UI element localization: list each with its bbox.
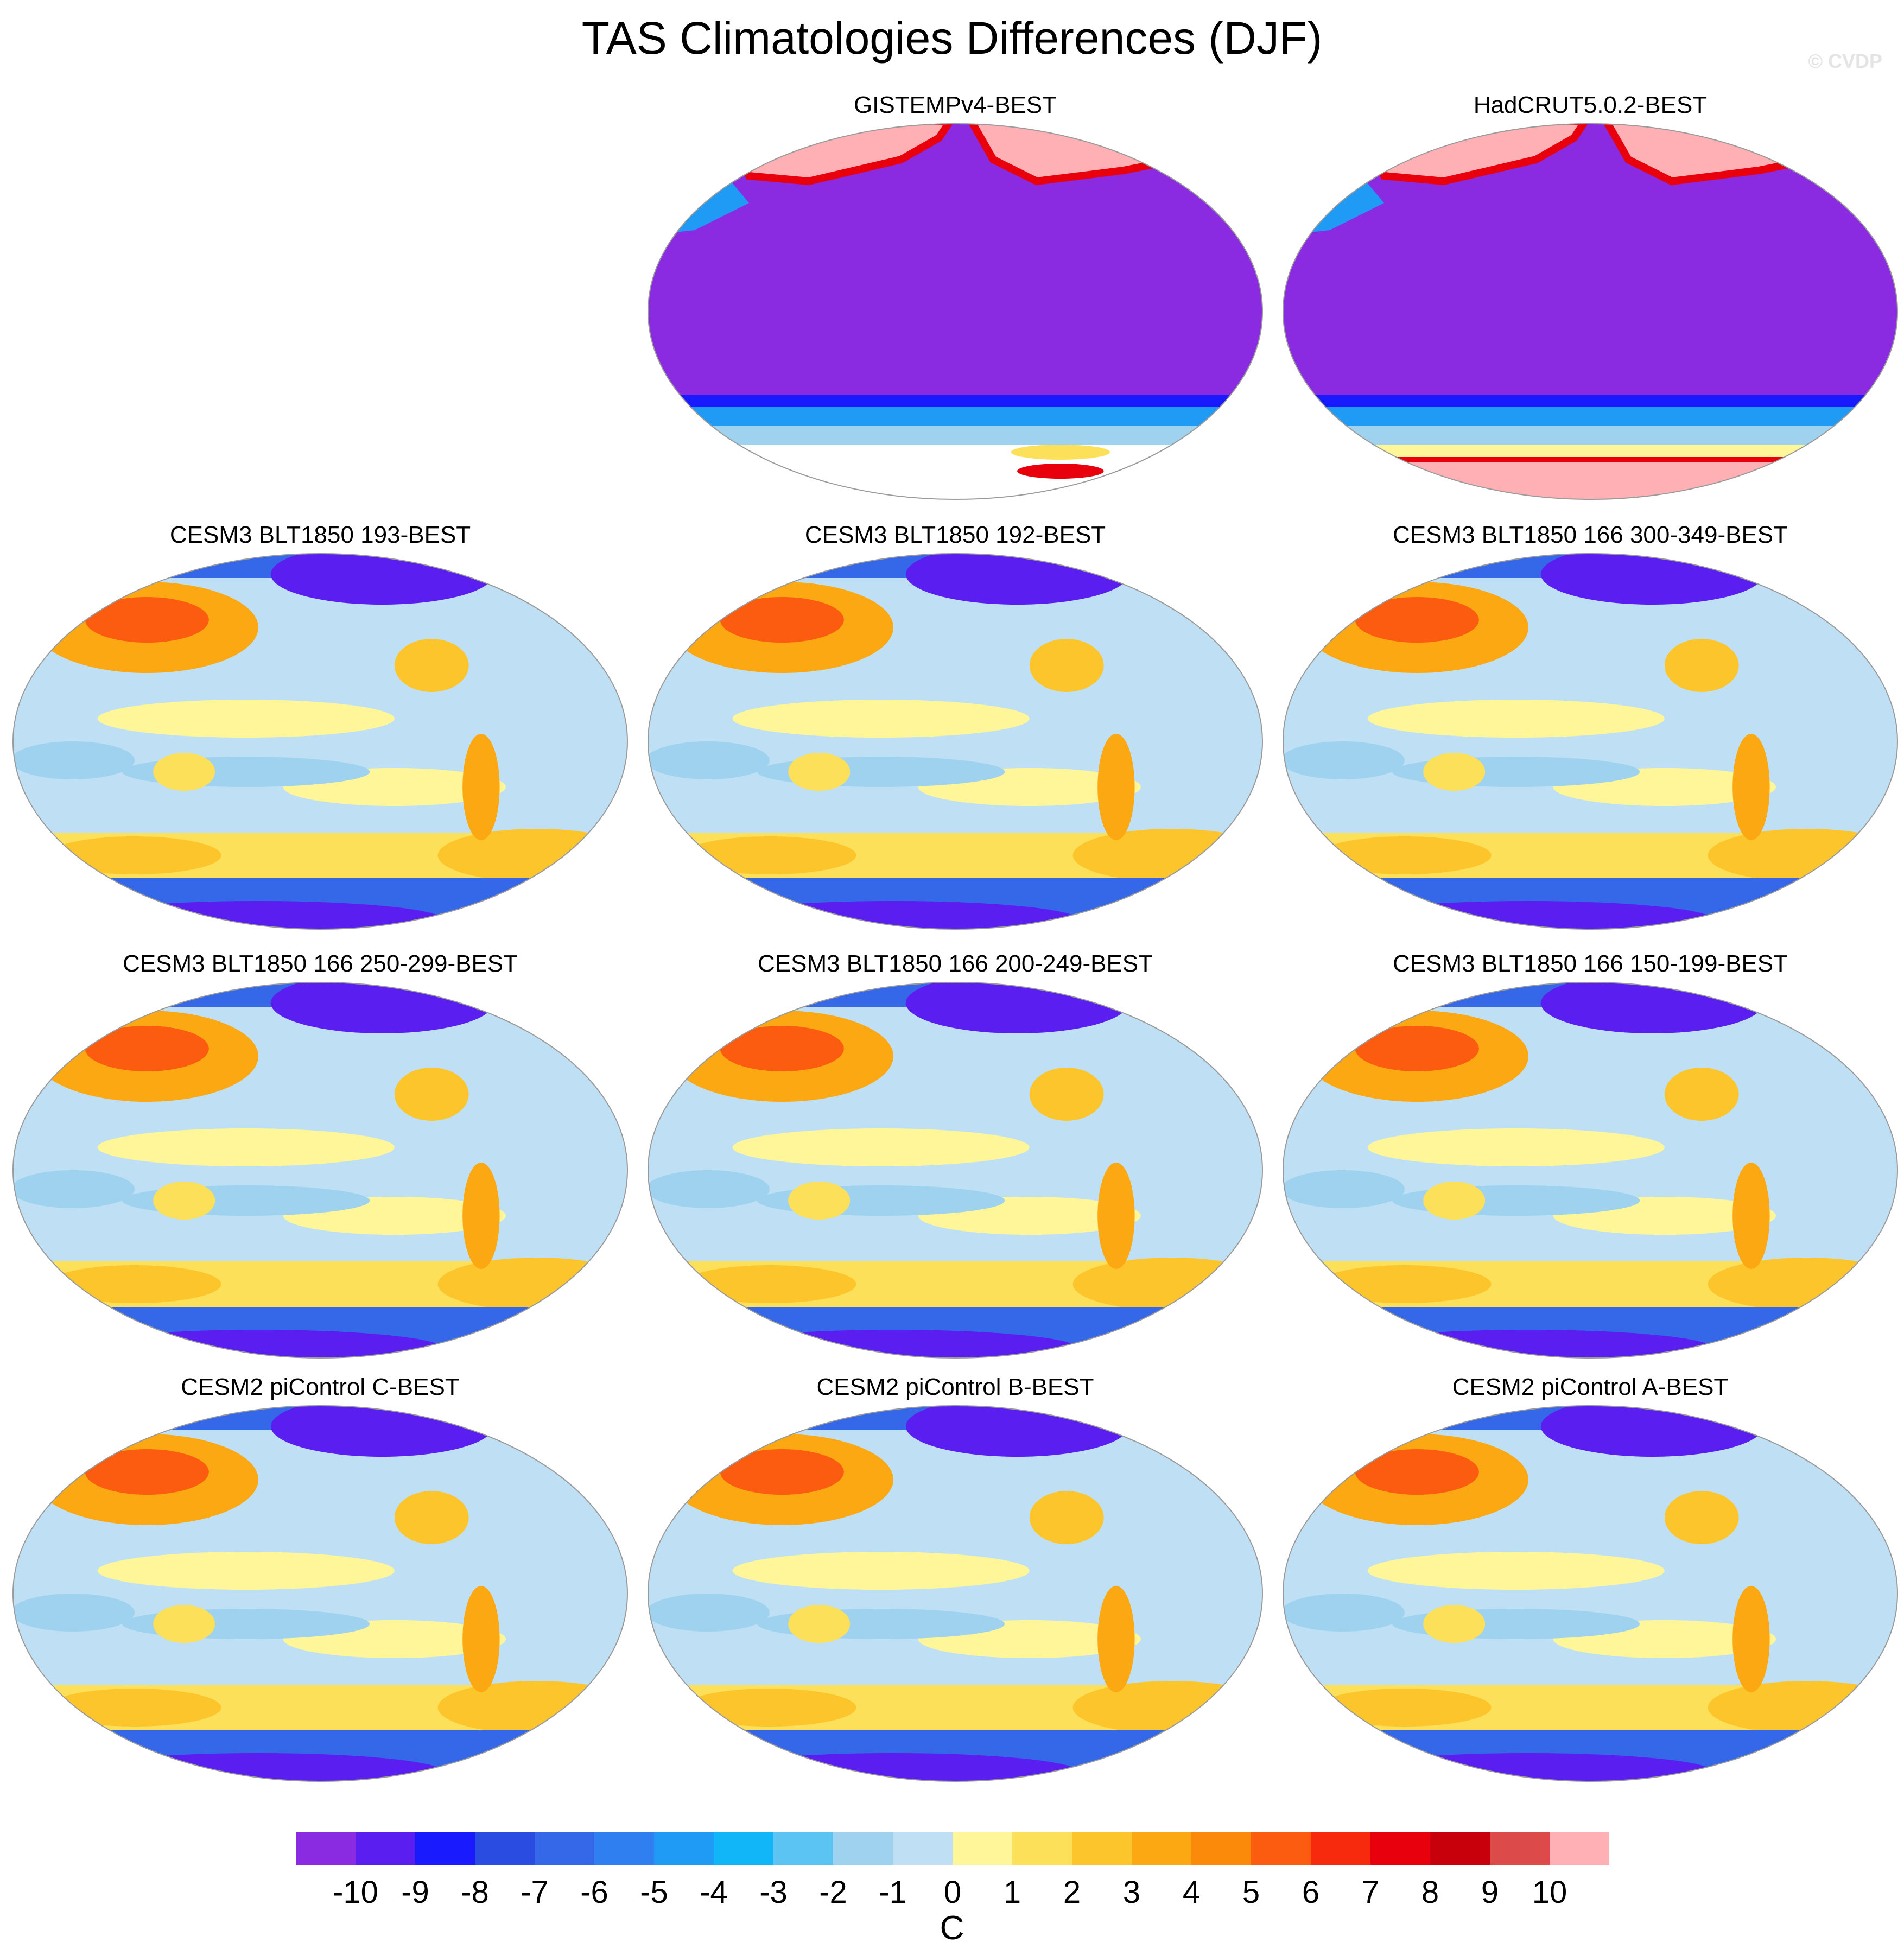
colorbar-tick-label: 10 — [1532, 1875, 1567, 1910]
panel-title: CESM2 piControl B-BEST — [816, 1374, 1094, 1400]
colorbar-swatch — [1370, 1832, 1431, 1865]
globe-map — [12, 1405, 628, 1782]
colorbar-tick-label: 6 — [1302, 1875, 1319, 1910]
colorbar-swatch — [1490, 1832, 1550, 1865]
globe-map — [1283, 123, 1898, 500]
globe-map — [12, 553, 628, 930]
globe-map — [648, 553, 1263, 930]
map-panel-gistemp: GISTEMPv4-BEST — [640, 91, 1270, 515]
map-outline — [648, 982, 1263, 1359]
colorbar-tick-label: -8 — [461, 1875, 489, 1910]
globe-map — [1283, 982, 1898, 1359]
map-outline — [648, 553, 1263, 930]
map-panel-cesm2_c: CESM2 piControl C-BEST — [5, 1373, 635, 1797]
colorbar-swatch — [953, 1832, 1013, 1865]
map-panel-cesm3_192: CESM3 BLT1850 192-BEST — [640, 521, 1270, 944]
colorbar-tick-label: -2 — [819, 1875, 847, 1910]
globe-map — [12, 982, 628, 1359]
map-outline — [12, 1405, 628, 1782]
map-outline — [1283, 123, 1898, 500]
colorbar: -10 -9 -8 -7 -6 -5 -4 -3 -2 -1 0 1 2 3 4 5 6 7 8 9 10 — [296, 1832, 1609, 1910]
colorbar-swatch — [1251, 1832, 1311, 1865]
colorbar-tick-label: 3 — [1123, 1875, 1140, 1910]
colorbar-tick-label: 1 — [1004, 1875, 1021, 1910]
panel-title: CESM3 BLT1850 166 200-249-BEST — [757, 950, 1153, 977]
colorbar-swatch — [1430, 1832, 1490, 1865]
colorbar-swatch — [1191, 1832, 1252, 1865]
map-panel-cesm3_300: CESM3 BLT1850 166 300-349-BEST — [1275, 521, 1904, 944]
panel-title: GISTEMPv4-BEST — [853, 92, 1057, 118]
colorbar-swatch — [415, 1832, 475, 1865]
colorbar-swatch — [654, 1832, 714, 1865]
panel-title: CESM2 piControl A-BEST — [1452, 1374, 1729, 1400]
panel-title: HadCRUT5.0.2-BEST — [1473, 92, 1708, 118]
colorbar-tick-label: 0 — [944, 1875, 961, 1910]
globe-map — [1283, 1405, 1898, 1782]
colorbar-swatch — [594, 1832, 655, 1865]
colorbar-swatch — [296, 1832, 356, 1865]
colorbar-tick-label: -1 — [879, 1875, 907, 1910]
map-panel-cesm3_250: CESM3 BLT1850 166 250-299-BEST — [5, 950, 635, 1373]
colorbar-swatch — [714, 1832, 774, 1865]
colorbar-tick-label: -10 — [333, 1875, 378, 1910]
map-outline — [12, 553, 628, 930]
map-outline — [648, 1405, 1263, 1782]
colorbar-tick-label: 8 — [1421, 1875, 1439, 1910]
colorbar-swatch — [535, 1832, 595, 1865]
colorbar-swatch — [833, 1832, 893, 1865]
colorbar-tick-label: 9 — [1481, 1875, 1499, 1910]
map-panel-cesm2_b: CESM2 piControl B-BEST — [640, 1373, 1270, 1797]
panel-title: CESM3 BLT1850 166 300-349-BEST — [1392, 522, 1788, 548]
panel-title: CESM3 BLT1850 193-BEST — [169, 522, 471, 548]
panel-title: CESM3 BLT1850 166 250-299-BEST — [122, 950, 518, 977]
colorbar-swatch — [356, 1832, 416, 1865]
colorbar-swatch — [893, 1832, 953, 1865]
colorbar-swatch — [1012, 1832, 1072, 1865]
colorbar-tick-label: 2 — [1063, 1875, 1081, 1910]
panel-title: CESM3 BLT1850 166 150-199-BEST — [1392, 950, 1788, 977]
colorbar-tick-label: -9 — [401, 1875, 429, 1910]
panel-title: CESM2 piControl C-BEST — [181, 1374, 460, 1400]
globe-map — [648, 982, 1263, 1359]
globe-map — [648, 1405, 1263, 1782]
map-outline — [648, 123, 1263, 500]
colorbar-unit: C — [940, 1909, 964, 1947]
colorbar-tick-label: 7 — [1362, 1875, 1379, 1910]
globe-map — [648, 123, 1263, 500]
panel-title: CESM3 BLT1850 192-BEST — [804, 522, 1106, 548]
map-panel-hadcrut: HadCRUT5.0.2-BEST — [1275, 91, 1904, 515]
watermark: © CVDP — [1808, 50, 1882, 72]
map-panel-cesm2_a: CESM2 piControl A-BEST — [1275, 1373, 1904, 1797]
map-panel-cesm3_193: CESM3 BLT1850 193-BEST — [5, 521, 635, 944]
colorbar-tick-label: -5 — [640, 1875, 668, 1910]
colorbar-tick-label: -3 — [759, 1875, 788, 1910]
colorbar-swatch — [1550, 1832, 1609, 1865]
map-panel-cesm3_150: CESM3 BLT1850 166 150-199-BEST — [1275, 950, 1904, 1373]
colorbar-tick-label: 4 — [1183, 1875, 1200, 1910]
map-panel-cesm3_200: CESM3 BLT1850 166 200-249-BEST — [640, 950, 1270, 1373]
map-outline — [1283, 1405, 1898, 1782]
colorbar-tick-label: -6 — [580, 1875, 608, 1910]
map-outline — [1283, 553, 1898, 930]
figure-title: TAS Climatologies Differences (DJF) — [581, 12, 1323, 64]
colorbar-swatch — [1311, 1832, 1371, 1865]
colorbar-swatch — [1072, 1832, 1132, 1865]
map-outline — [12, 982, 628, 1359]
colorbar-swatch — [1132, 1832, 1192, 1865]
colorbar-tick-label: 5 — [1242, 1875, 1260, 1910]
colorbar-tick-label: -4 — [700, 1875, 728, 1910]
globe-map — [1283, 553, 1898, 930]
colorbar-tick-label: -7 — [521, 1875, 549, 1910]
colorbar-swatch — [475, 1832, 535, 1865]
map-outline — [1283, 982, 1898, 1359]
colorbar-swatch — [773, 1832, 834, 1865]
